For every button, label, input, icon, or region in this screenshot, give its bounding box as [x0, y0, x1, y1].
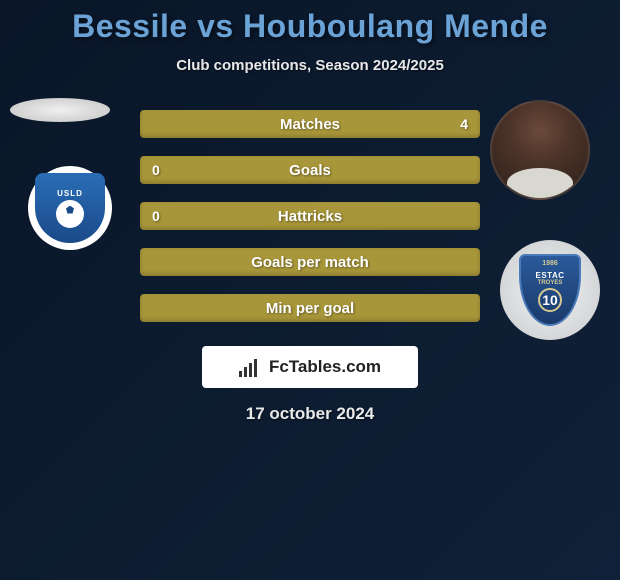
club-left-text: USLD — [57, 189, 83, 198]
stat-label: Matches — [280, 116, 340, 133]
stat-label: Min per goal — [266, 300, 354, 317]
stat-row-min-per-goal: Min per goal — [140, 294, 480, 322]
stat-label: Goals — [289, 162, 331, 179]
page-title: Bessile vs Houboulang Mende — [0, 8, 620, 45]
subtitle: Club competitions, Season 2024/2025 — [0, 57, 620, 74]
stat-label: Goals per match — [251, 254, 369, 271]
stat-left-value: 0 — [152, 162, 160, 178]
main-container: Bessile vs Houboulang Mende Club competi… — [0, 0, 620, 432]
stat-row-goals-per-match: Goals per match — [140, 248, 480, 276]
soccer-ball-icon — [56, 200, 84, 228]
club-left-logo: USLD — [28, 166, 112, 250]
club-right-logo: 1986 ESTAC TROYES 10 — [500, 240, 600, 340]
chart-icon — [239, 357, 263, 377]
club-right-city: TROYES — [538, 280, 563, 286]
stat-right-value: 4 — [460, 116, 468, 132]
branding-box: FcTables.com — [202, 346, 418, 388]
stat-row-hattricks: 0 Hattricks — [140, 202, 480, 230]
stat-label: Hattricks — [278, 208, 342, 225]
stat-rows-container: Matches 4 0 Goals 0 Hattricks Goals per … — [140, 110, 480, 322]
stat-left-value: 0 — [152, 208, 160, 224]
stats-area: USLD 1986 ESTAC TROYES 10 Matches 4 0 Go… — [0, 110, 620, 424]
club-right-year: 1986 — [542, 260, 558, 267]
player-left-avatar — [10, 98, 110, 122]
player-right-avatar — [490, 100, 590, 200]
stat-row-goals: 0 Goals — [140, 156, 480, 184]
club-right-name: ESTAC — [535, 271, 564, 280]
club-right-number: 10 — [538, 288, 562, 312]
stat-row-matches: Matches 4 — [140, 110, 480, 138]
branding-text: FcTables.com — [269, 357, 381, 377]
date-text: 17 october 2024 — [0, 404, 620, 424]
